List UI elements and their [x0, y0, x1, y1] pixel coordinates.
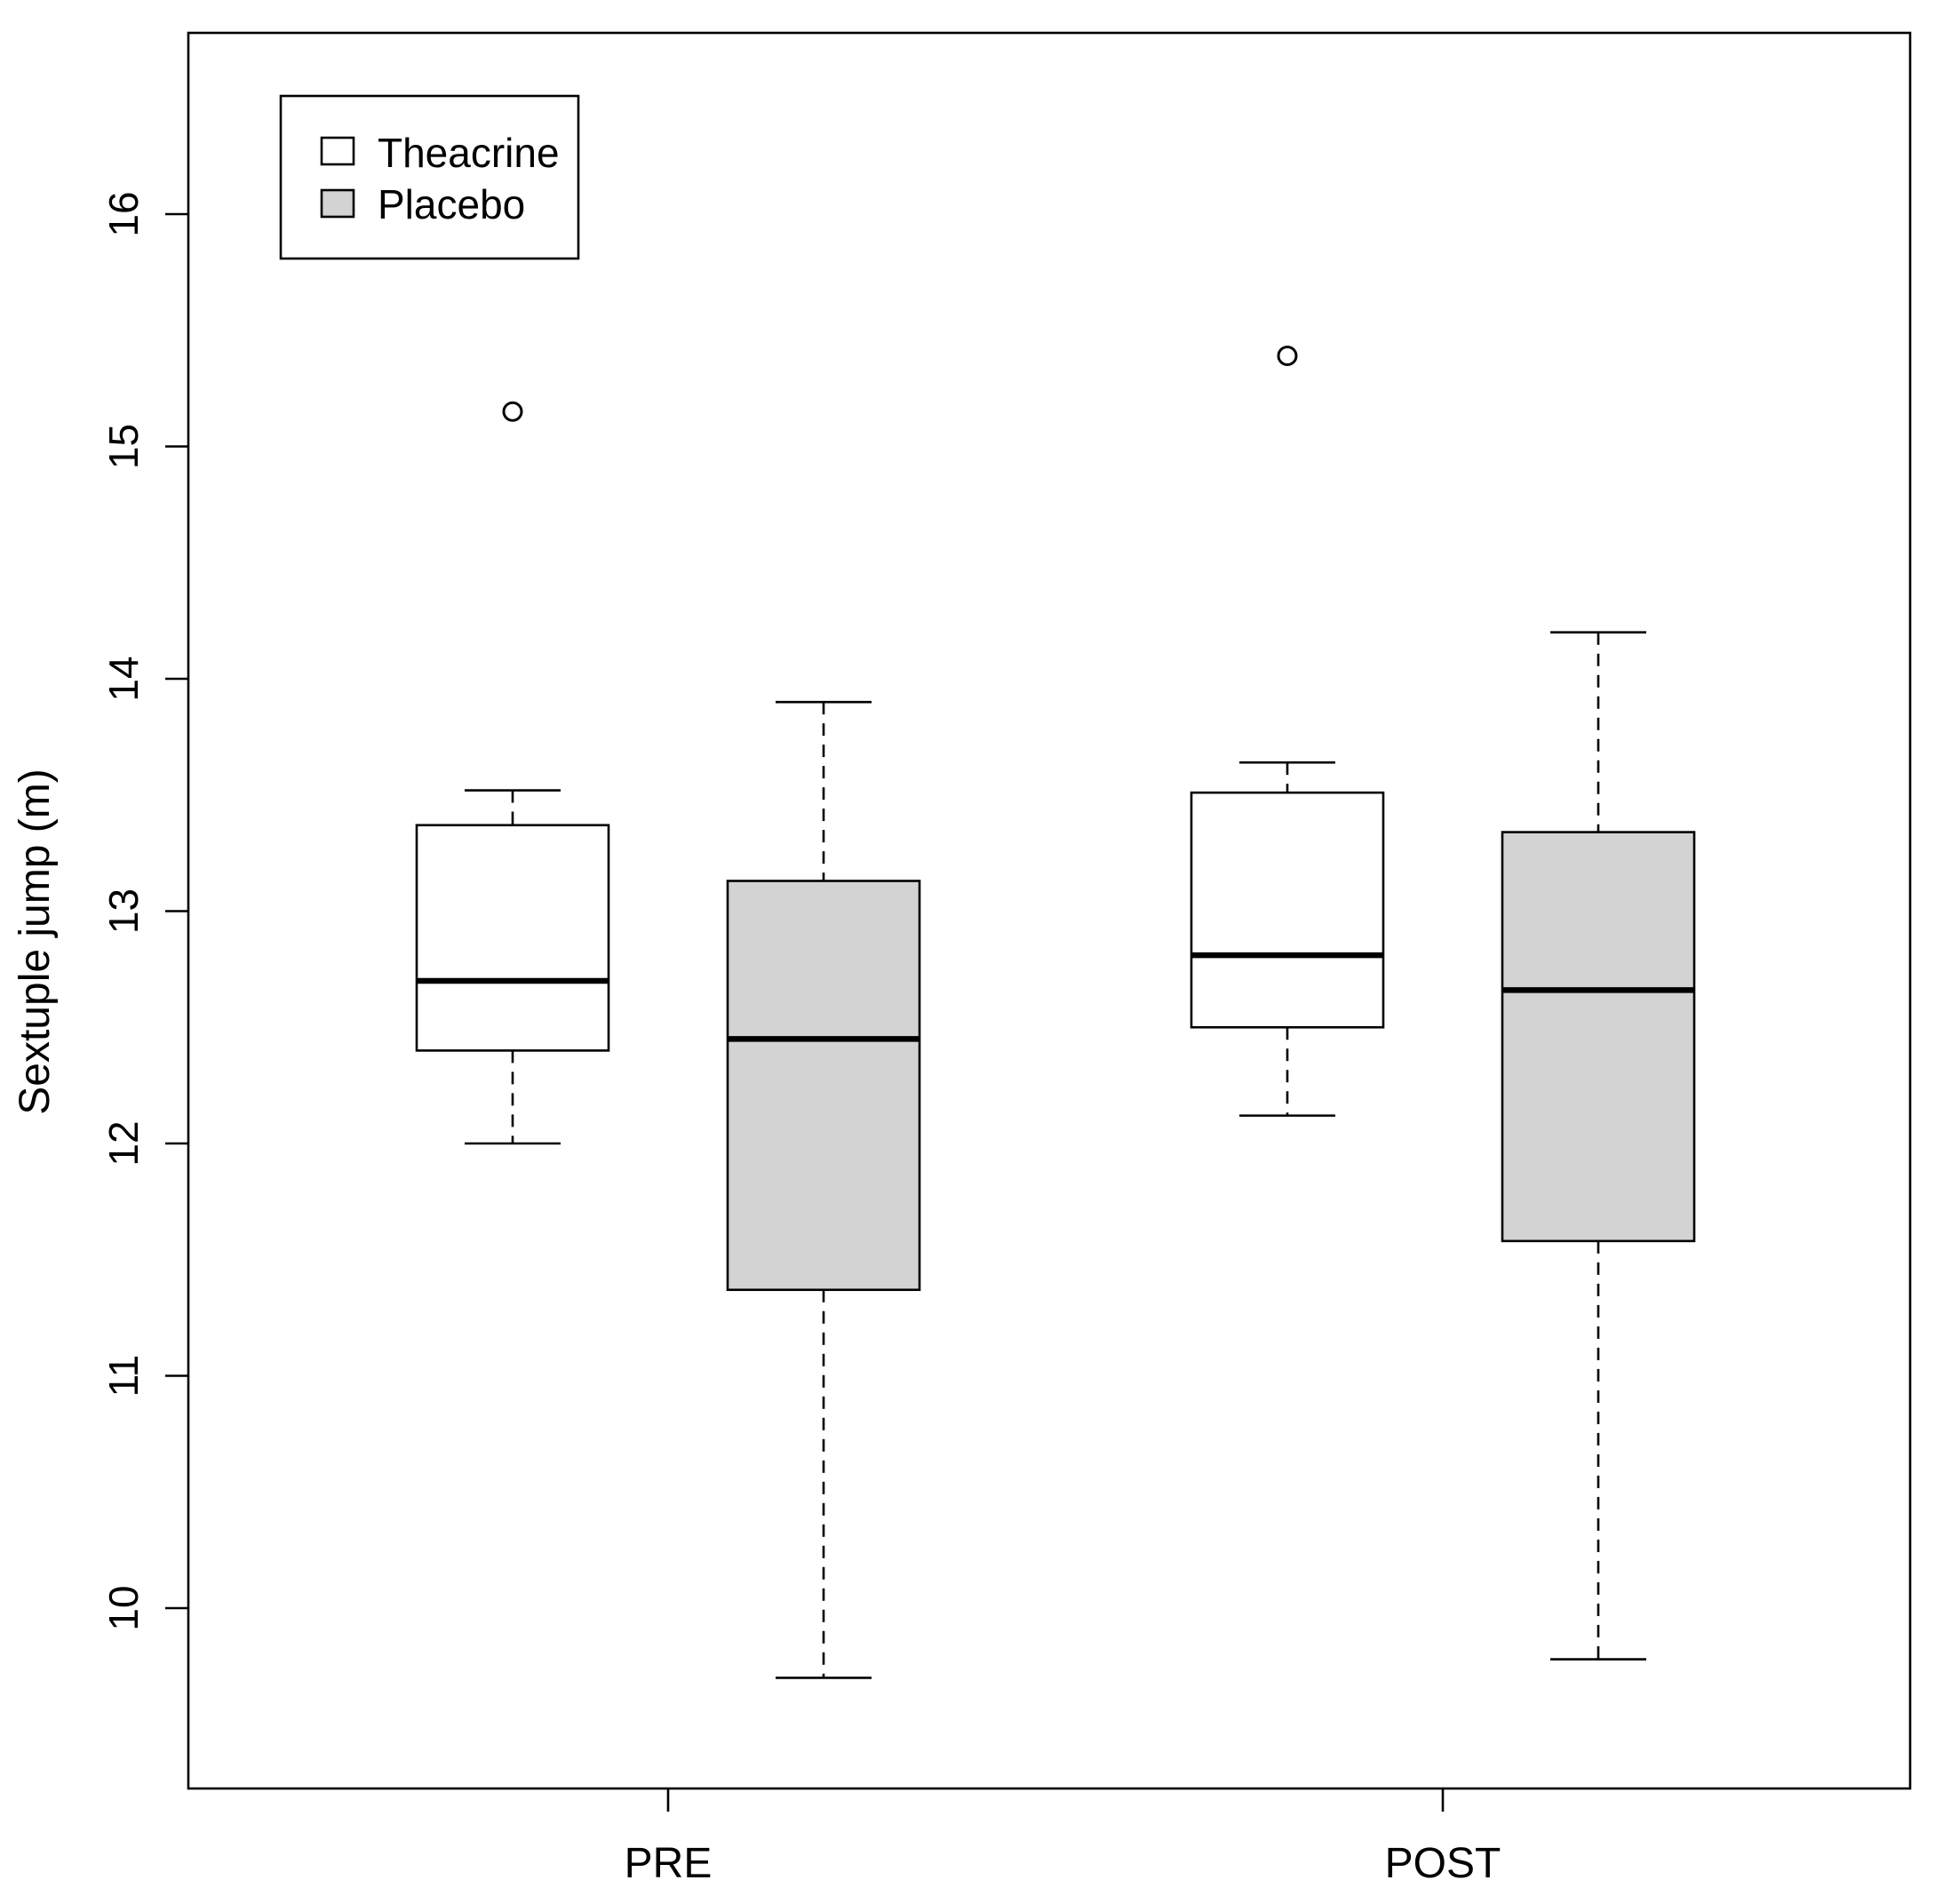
y-axis-label: Sextuple jump (m): [12, 769, 59, 1114]
box-placebo-post: [1501, 631, 1696, 1661]
iqr-box: [1190, 791, 1385, 1029]
y-tick-label: 13: [100, 888, 147, 934]
y-tick-label: 12: [100, 1120, 147, 1166]
iqr-box: [726, 880, 921, 1292]
iqr-box: [1501, 831, 1696, 1243]
box-placebo-pre: [726, 700, 921, 1679]
box-theacrine-post: [1190, 346, 1385, 1117]
iqr-box: [415, 824, 610, 1052]
y-tick-label: 14: [100, 656, 147, 701]
outlier-point: [1277, 346, 1298, 367]
y-tick-label: 15: [100, 424, 147, 469]
legend-label-placebo: Placebo: [378, 181, 525, 227]
box-series: [415, 346, 1696, 1679]
box-theacrine-pre: [415, 401, 610, 1145]
y-tick-label: 16: [100, 191, 147, 236]
legend-frame: [279, 94, 580, 260]
legend-swatch-placebo: [320, 188, 355, 219]
legend-label-theacrine: Theacrine: [378, 130, 560, 176]
x-tick-label: POST: [1385, 1840, 1501, 1887]
y-tick-label: 10: [100, 1585, 147, 1630]
y-tick-label: 11: [100, 1355, 147, 1398]
axis-ticks: 10 11 12 13 14 15 16 PRE POST: [100, 191, 1501, 1887]
outlier-point: [502, 401, 523, 422]
legend: Theacrine Placebo: [279, 94, 580, 260]
x-tick-label: PRE: [625, 1840, 713, 1887]
legend-swatch-theacrine: [320, 136, 355, 166]
